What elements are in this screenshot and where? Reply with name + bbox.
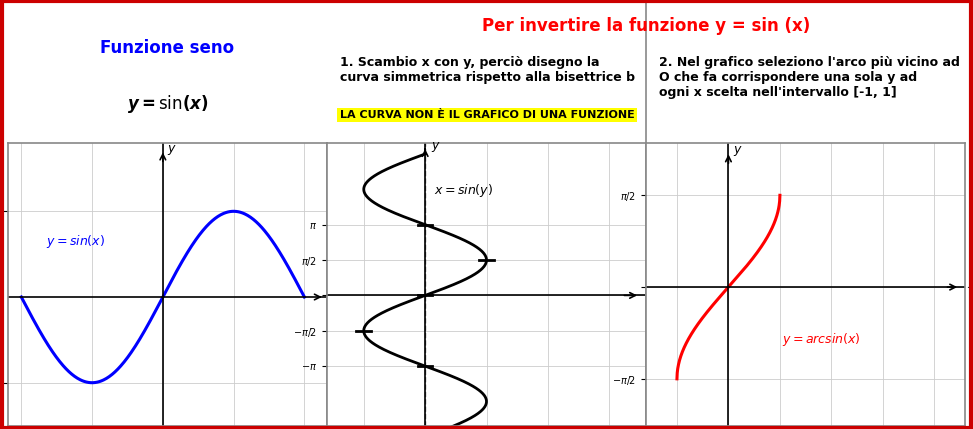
Text: $\boldsymbol{y = \sin(x)}$: $\boldsymbol{y = \sin(x)}$ [126, 93, 208, 115]
Text: y: y [734, 143, 741, 156]
Text: Per invertire la funzione y = sin (x): Per invertire la funzione y = sin (x) [482, 17, 811, 35]
Text: x: x [649, 287, 657, 299]
Text: Funzione seno: Funzione seno [100, 39, 234, 57]
Text: x: x [327, 290, 335, 303]
Text: y: y [167, 142, 175, 155]
Text: $x = sin(y)$: $x = sin(y)$ [434, 182, 493, 199]
Text: $y = arcsin(x)$: $y = arcsin(x)$ [782, 331, 861, 347]
Text: 1. Scambio x con y, perciò disegno la
curva simmetrica rispetto alla bisettrice : 1. Scambio x con y, perciò disegno la cu… [340, 56, 634, 85]
Text: $y = sin(x)$: $y = sin(x)$ [46, 233, 105, 250]
Text: y: y [431, 139, 439, 152]
Text: 2. Nel grafico seleziono l'arco più vicino ad
O che fa corrispondere una sola y : 2. Nel grafico seleziono l'arco più vici… [659, 56, 959, 100]
Text: LA CURVA NON È IL GRAFICO DI UNA FUNZIONE: LA CURVA NON È IL GRAFICO DI UNA FUNZION… [340, 110, 634, 120]
Text: x: x [968, 278, 973, 291]
